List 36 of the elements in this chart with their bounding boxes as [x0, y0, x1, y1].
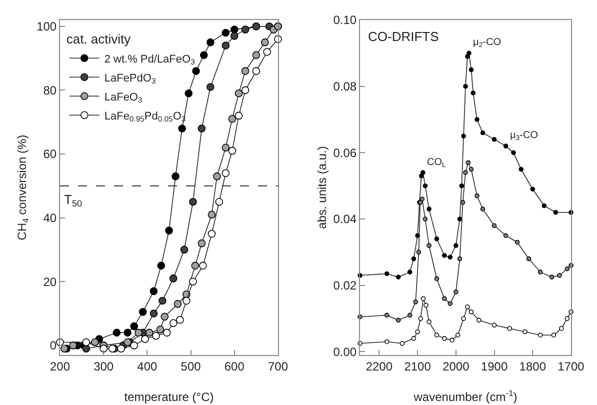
- x-axis-title: temperature (°C): [124, 390, 214, 404]
- y-axis-title: abs. units (a.u.): [315, 146, 329, 229]
- x-tick-label: 600: [224, 359, 245, 374]
- x-tick-label: 1900: [480, 359, 508, 374]
- y-tick-label: 40: [43, 211, 57, 226]
- legend-label: 2 wt.% Pd/LaFeO$_{3}$: [104, 53, 195, 67]
- legend-label: LaFeO$_{3}$: [104, 91, 142, 105]
- annotation: CO-DRIFTS: [368, 29, 440, 44]
- x-tick-label: 2100: [404, 359, 432, 374]
- y-tick-label: 0.10: [333, 13, 357, 28]
- x-tick-label: 300: [94, 359, 114, 374]
- y-tick-label: 0: [50, 338, 57, 353]
- y-tick-label: 80: [43, 83, 57, 98]
- x-tick-label: 400: [137, 359, 158, 374]
- ref-line-label: T$_{50}$: [64, 192, 82, 209]
- legend-title: cat. activity: [66, 32, 132, 47]
- x-axis-title: wavenumber (cm$^{-1}$): [412, 388, 518, 404]
- x-tick-label: 200: [50, 359, 70, 374]
- y-tick-label: 100: [36, 20, 57, 34]
- x-tick-label: 500: [180, 359, 202, 374]
- y-tick-label: 0.08: [333, 80, 357, 94]
- x-tick-label: 1800: [519, 359, 546, 374]
- annotation: CO$_{L}$: [427, 157, 446, 170]
- annotation: μ$_{3}$-CO: [510, 130, 538, 142]
- y-tick-label: 20: [43, 274, 57, 289]
- y-tick-label: 0.00: [333, 344, 357, 359]
- x-tick-label: 700: [268, 359, 288, 374]
- x-tick-label: 2000: [442, 359, 470, 374]
- y-tick-label: 0.06: [333, 146, 357, 160]
- y-tick-label: 0.04: [333, 212, 357, 226]
- annotation: μ$_{2}$-CO: [473, 37, 502, 50]
- x-tick-label: 1700: [558, 359, 585, 374]
- y-tick-label: 0.02: [333, 278, 357, 293]
- y-tick-label: 60: [43, 147, 57, 162]
- x-tick-label: 2200: [366, 359, 393, 374]
- legend-label: LaFePdO$_{3}$: [104, 72, 156, 86]
